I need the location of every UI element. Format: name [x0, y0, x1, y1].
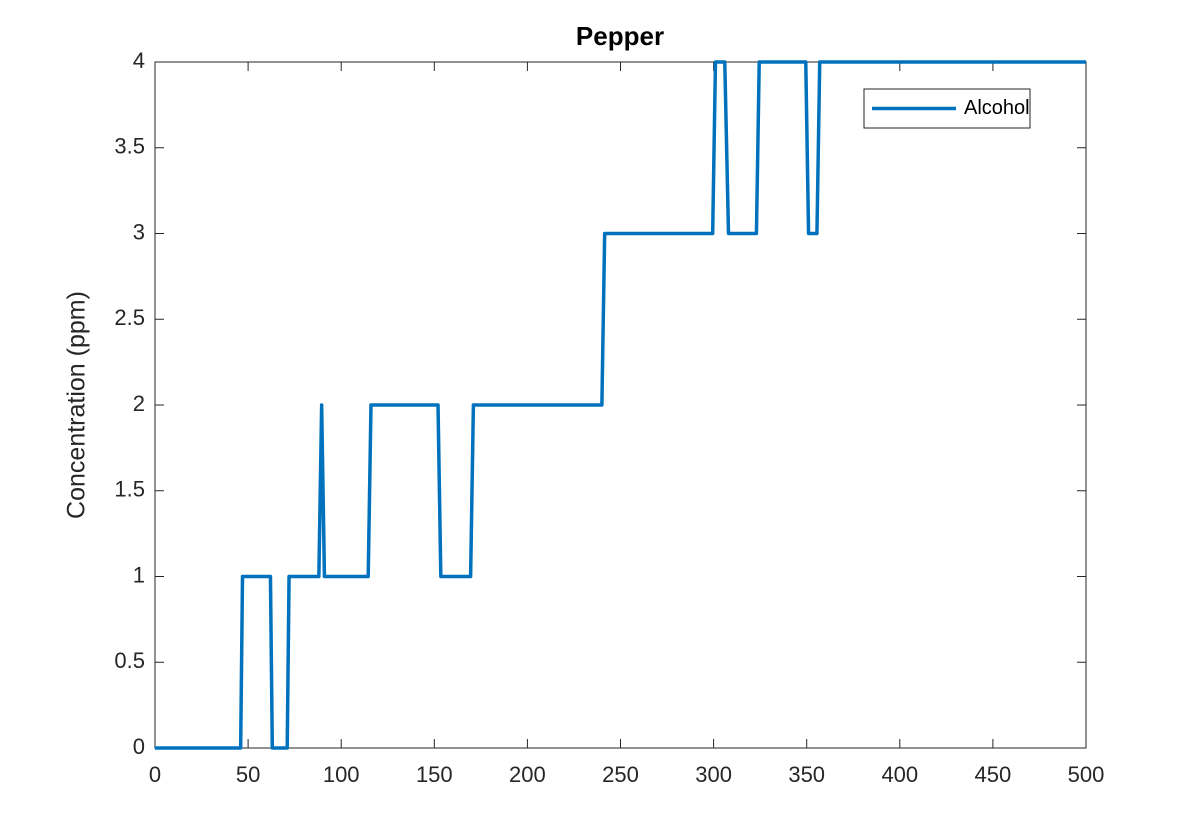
x-tick-label: 450 [975, 762, 1012, 787]
y-tick-label: 2.5 [114, 305, 145, 330]
data-line [155, 60, 1086, 750]
x-tick-label: 0 [149, 762, 161, 787]
x-tick-label: 50 [236, 762, 260, 787]
x-tick-label: 200 [509, 762, 546, 787]
x-tick-label: 150 [416, 762, 453, 787]
x-tick-label: 400 [881, 762, 918, 787]
chart-title: Pepper [576, 21, 664, 51]
y-tick-label: 4 [133, 48, 145, 73]
y-tick-label: 2 [133, 391, 145, 416]
y-axis-label: Concentration (ppm) [63, 291, 91, 519]
x-tick-label: 500 [1068, 762, 1105, 787]
y-tick-label: 3 [133, 219, 145, 244]
plot-area [154, 61, 1087, 749]
x-tick-label: 250 [602, 762, 639, 787]
y-tick-label: 1.5 [114, 477, 145, 502]
y-tick-label: 0.5 [114, 648, 145, 673]
x-tick-label: 100 [323, 762, 360, 787]
y-tick-label: 0 [133, 734, 145, 759]
legend-label: Alcohol [964, 97, 1030, 119]
y-tick-label: 3.5 [114, 134, 145, 159]
y-tick-label: 1 [133, 562, 145, 587]
x-tick-label: 300 [695, 762, 732, 787]
x-tick-label: 350 [788, 762, 825, 787]
